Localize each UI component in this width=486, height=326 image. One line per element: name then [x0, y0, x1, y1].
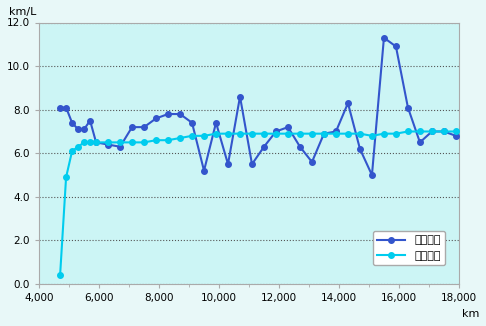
- 平均燃費: [105, 142, 111, 146]
- 平均燃費: [177, 112, 183, 116]
- 平均燃費: [453, 134, 459, 138]
- 累穋燃費: [81, 141, 87, 144]
- 累穋燃費: [165, 138, 171, 142]
- 平均燃費: [201, 169, 207, 173]
- Line: 平均燃費: 平均燃費: [57, 35, 459, 178]
- 累穋燃費: [405, 129, 411, 133]
- 累穋燃費: [105, 141, 111, 144]
- 累穋燃費: [69, 149, 75, 153]
- 平均燃費: [345, 101, 351, 105]
- 累穋燃費: [129, 141, 135, 144]
- 平均燃費: [261, 145, 267, 149]
- 平均燃費: [165, 112, 171, 116]
- 累穋燃費: [441, 129, 447, 133]
- Line: 累穋燃費: 累穋燃費: [57, 129, 459, 278]
- 平均燃費: [75, 127, 81, 131]
- 累穋燃費: [177, 136, 183, 140]
- 累穋燃費: [57, 274, 63, 277]
- 累穋燃費: [417, 129, 423, 133]
- 累穋燃費: [225, 132, 231, 136]
- 累穋燃費: [321, 132, 327, 136]
- 平均燃費: [333, 129, 339, 133]
- 累穋燃費: [87, 141, 93, 144]
- 平均燃費: [249, 162, 255, 166]
- 平均燃費: [309, 160, 315, 164]
- 累穋燃費: [369, 134, 375, 138]
- 平均燃費: [69, 121, 75, 125]
- 平均燃費: [417, 141, 423, 144]
- 平均燃費: [63, 106, 69, 110]
- 平均燃費: [369, 173, 375, 177]
- 累穋燃費: [153, 138, 159, 142]
- 累穋燃費: [141, 141, 147, 144]
- 累穋燃費: [429, 129, 435, 133]
- 平均燃費: [153, 116, 159, 120]
- 平均燃費: [405, 106, 411, 110]
- 累穋燃費: [237, 132, 243, 136]
- 累穋燃費: [393, 132, 399, 136]
- 平均燃費: [441, 129, 447, 133]
- 累穋燃費: [261, 132, 267, 136]
- 平均燃費: [117, 145, 123, 149]
- 平均燃費: [393, 45, 399, 49]
- 平均燃費: [237, 95, 243, 98]
- 平均燃費: [429, 129, 435, 133]
- 累穋燃費: [93, 141, 99, 144]
- 累穋燃費: [333, 132, 339, 136]
- 平均燃費: [129, 125, 135, 129]
- 平均燃費: [297, 145, 303, 149]
- 累穋燃費: [285, 132, 291, 136]
- 累穋燃費: [273, 132, 279, 136]
- 累穋燃費: [117, 141, 123, 144]
- 平均燃費: [81, 127, 87, 131]
- 平均燃費: [381, 36, 387, 40]
- 累穋燃費: [189, 134, 195, 138]
- Text: km/L: km/L: [9, 7, 36, 17]
- 累穋燃費: [75, 145, 81, 149]
- 平均燃費: [57, 106, 63, 110]
- 平均燃費: [189, 121, 195, 125]
- 平均燃費: [87, 119, 93, 123]
- 平均燃費: [213, 121, 219, 125]
- 平均燃費: [357, 147, 363, 151]
- 累穋燃費: [249, 132, 255, 136]
- 平均燃費: [321, 132, 327, 136]
- 平均燃費: [273, 129, 279, 133]
- 累穋燃費: [309, 132, 315, 136]
- 累穋燃費: [297, 132, 303, 136]
- 累穋燃費: [381, 132, 387, 136]
- 累穋燃費: [345, 132, 351, 136]
- 累穋燃費: [357, 132, 363, 136]
- 平均燃費: [225, 162, 231, 166]
- Text: km: km: [462, 309, 479, 319]
- 平均燃費: [285, 125, 291, 129]
- 累穋燃費: [453, 129, 459, 133]
- 累穋燃費: [63, 175, 69, 179]
- 累穋燃費: [201, 134, 207, 138]
- Legend: 平均燃費, 累穋燃費: 平均燃費, 累穋燃費: [373, 231, 445, 265]
- 平均燃費: [141, 125, 147, 129]
- 平均燃費: [93, 141, 99, 144]
- 累穋燃費: [213, 132, 219, 136]
